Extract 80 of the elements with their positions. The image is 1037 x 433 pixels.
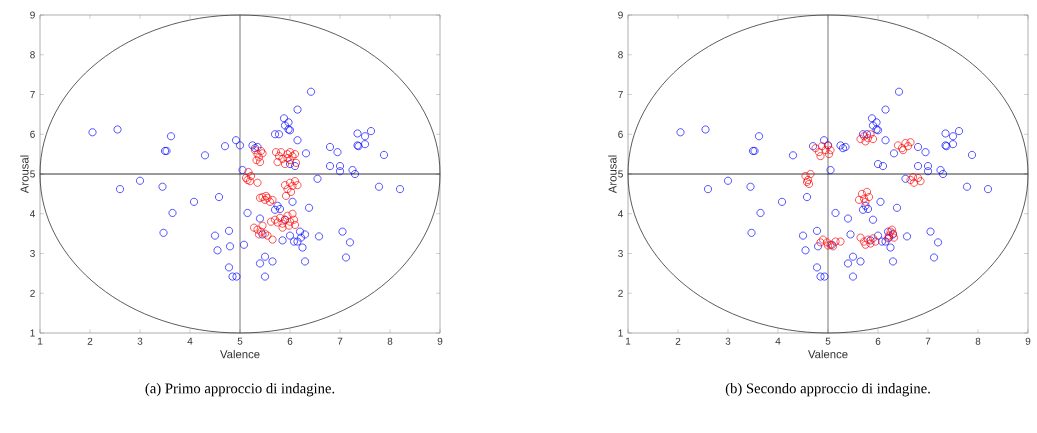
point bbox=[914, 174, 922, 182]
point bbox=[894, 141, 902, 150]
point bbox=[906, 176, 915, 184]
y-tick-label: 5 bbox=[30, 170, 35, 178]
text: (b) Secondo approccio di indagine. bbox=[725, 383, 930, 397]
point bbox=[826, 146, 835, 155]
point bbox=[823, 238, 831, 247]
y-tick-label: 8 bbox=[30, 51, 35, 59]
point bbox=[916, 177, 925, 186]
point bbox=[806, 170, 815, 178]
y-tick-label: 3 bbox=[30, 249, 35, 258]
point bbox=[824, 241, 832, 250]
point bbox=[815, 148, 823, 157]
x-tick-label: 6 bbox=[875, 337, 881, 345]
point bbox=[860, 194, 868, 203]
y-tick-label: 4 bbox=[617, 210, 624, 218]
x-tick-label: 8 bbox=[975, 337, 981, 345]
y-tick-label: 3 bbox=[618, 249, 623, 258]
x-tick-label: 2 bbox=[87, 337, 93, 345]
y-axis-title: Arousal bbox=[20, 155, 29, 194]
point bbox=[871, 237, 880, 246]
text: (a) Primo approccio di indagine. bbox=[145, 383, 335, 397]
point bbox=[904, 142, 912, 151]
point bbox=[869, 135, 877, 143]
point bbox=[816, 152, 825, 161]
y-tick-label: 9 bbox=[30, 11, 35, 19]
point bbox=[856, 135, 865, 143]
x-tick-label: 2 bbox=[675, 337, 681, 345]
y-tick-label: 5 bbox=[618, 170, 623, 178]
y-tick-label: 7 bbox=[618, 91, 623, 98]
point bbox=[855, 195, 863, 204]
point bbox=[864, 134, 872, 143]
x-tick-label: 4 bbox=[187, 337, 193, 345]
x-tick-label: 4 bbox=[775, 337, 781, 345]
y-axis-title: Arousal bbox=[608, 155, 617, 194]
x-tick-label: 5 bbox=[825, 337, 831, 345]
point bbox=[831, 237, 840, 246]
point bbox=[906, 138, 915, 147]
point bbox=[816, 238, 825, 247]
point bbox=[863, 187, 871, 196]
x-tick-label: 3 bbox=[725, 337, 731, 345]
y-tick-label: 1 bbox=[618, 329, 623, 337]
y-tick-label: 7 bbox=[30, 91, 35, 98]
point bbox=[801, 172, 810, 180]
x-tick-label: 8 bbox=[387, 337, 393, 345]
x-axis-title: Valence bbox=[219, 349, 260, 359]
x-axis-title: Valence bbox=[807, 349, 848, 359]
point bbox=[901, 139, 910, 147]
x-tick-label: 3 bbox=[137, 337, 143, 345]
y-tick-label: 2 bbox=[30, 289, 35, 297]
point bbox=[865, 193, 873, 201]
x-tick-label: 7 bbox=[925, 337, 931, 345]
y-tick-label: 8 bbox=[618, 51, 623, 59]
x-tick-label: 5 bbox=[237, 337, 243, 345]
point bbox=[818, 142, 826, 151]
y-tick-label: 9 bbox=[618, 11, 623, 19]
y-tick-label: 2 bbox=[618, 289, 623, 297]
point bbox=[819, 235, 827, 244]
point bbox=[861, 240, 870, 249]
point bbox=[861, 137, 870, 146]
point bbox=[825, 150, 833, 159]
x-tick-label: 9 bbox=[1025, 337, 1031, 345]
x-tick-label: 9 bbox=[437, 337, 443, 345]
y-tick-label: 6 bbox=[30, 130, 35, 138]
x-tick-label: 6 bbox=[287, 337, 293, 345]
point bbox=[910, 178, 918, 187]
x-tick-label: 1 bbox=[37, 337, 43, 345]
point bbox=[861, 197, 870, 206]
y-tick-label: 1 bbox=[30, 329, 35, 337]
point bbox=[856, 233, 865, 242]
x-tick-label: 7 bbox=[337, 337, 343, 345]
point bbox=[821, 146, 830, 155]
y-tick-label: 6 bbox=[618, 130, 623, 138]
point bbox=[866, 130, 875, 139]
point bbox=[909, 173, 917, 182]
y-tick-label: 4 bbox=[29, 210, 36, 218]
point bbox=[858, 189, 866, 198]
point bbox=[836, 237, 845, 246]
point bbox=[860, 237, 868, 246]
x-tick-label: 1 bbox=[625, 337, 631, 345]
